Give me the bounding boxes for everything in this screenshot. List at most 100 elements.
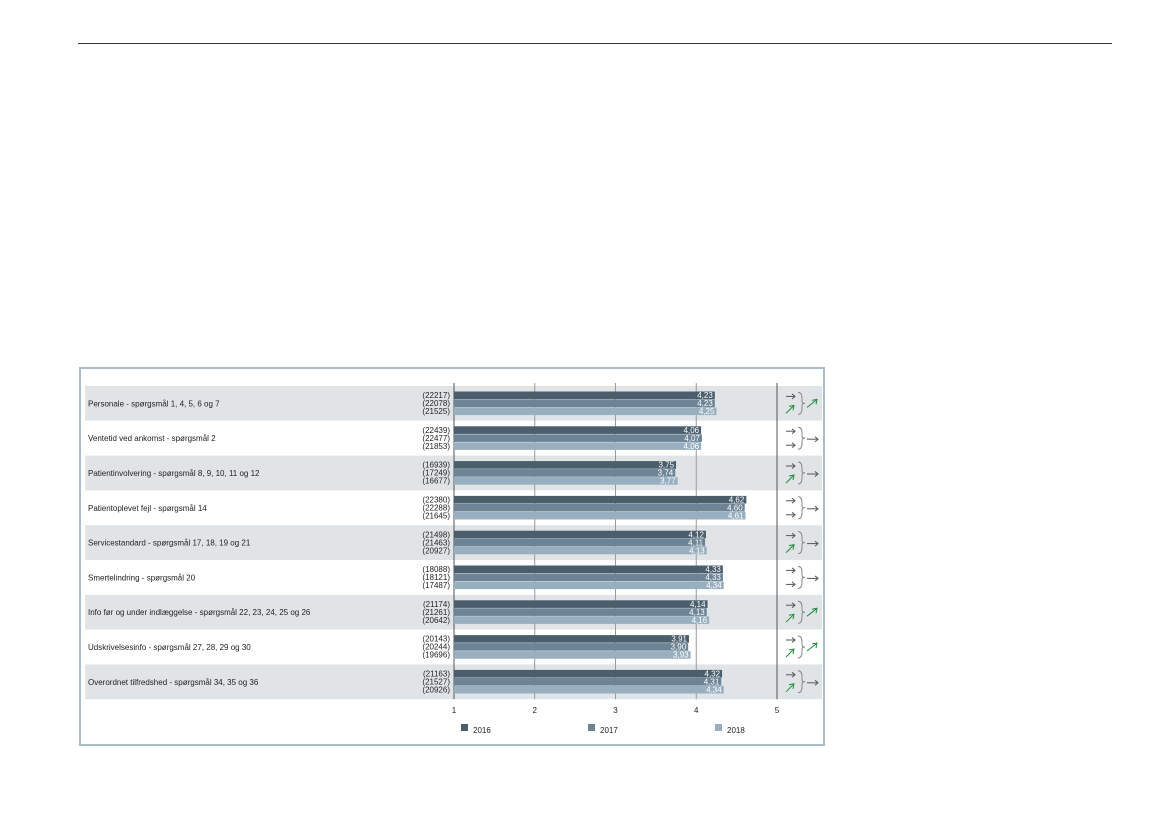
respondent-count: (22380) [422,496,450,505]
brace-icon [797,670,806,694]
bar [454,511,746,520]
respondent-count: (17487) [422,581,450,590]
category-label: Servicestandard - spørgsmål 17, 18, 19 o… [88,539,251,548]
bar [454,442,702,450]
category-label: Patientinvolvering - spørgsmål 8, 9, 10,… [88,469,260,478]
legend-label: 2017 [600,726,618,735]
trend-up-icon [785,649,794,658]
x-axis-ticks: 1 2 3 4 5 [452,706,780,715]
respondent-count: (20926) [422,686,450,695]
bar [454,434,702,442]
bar [454,530,706,539]
respondent-count: (21463) [422,538,450,547]
bar-value-label: 4,23 [697,391,713,400]
category-label: Patientoplevet fejl - spørgsmål 14 [88,504,207,513]
bar-value-label: 4,06 [684,426,700,435]
bar [454,616,710,624]
respondent-count: (22477) [422,434,450,443]
brace-icon [797,531,806,555]
brace-icon [797,565,806,589]
trend-up-icon [785,545,794,553]
trend-flat-icon [791,511,796,518]
bar [454,677,722,686]
bar [454,685,724,694]
bar-value-label: 4,25 [699,407,715,416]
trend-column [785,391,819,694]
category-label: Ventetid ved ankomst - spørgsmål 2 [88,434,216,443]
respondent-count: (17249) [422,469,450,478]
bar-value-label: 4,60 [727,504,743,513]
bar-value-label: 4,34 [706,686,722,695]
bar [454,399,715,408]
respondent-count: (22078) [422,399,450,408]
bar-value-label: 4,34 [706,581,722,590]
brace-icon [797,426,806,450]
x-tick-label: 1 [452,706,457,715]
trend-up-icon [806,608,817,617]
trend-flat-icon [791,671,796,678]
respondent-count: (22439) [422,426,450,435]
bar [454,495,747,504]
trend-up-icon [806,643,817,652]
trend-flat-icon [791,497,796,504]
brace-icon [797,391,806,415]
brace-icon [797,635,806,659]
bar-value-label: 4,06 [684,442,700,451]
brace-icon [797,600,806,624]
respondent-count: (18121) [422,573,450,582]
category-labels: Personale - spørgsmål 1, 4, 5, 6 og 7 (22… [88,391,450,694]
header-rule [78,43,1112,44]
bar-value-label: 3,77 [660,477,676,486]
category-label: Personale - spørgsmål 1, 4, 5, 6 og 7 [88,399,220,408]
bar [454,669,723,678]
bar-value-label: 4,33 [705,565,721,574]
bar [454,565,723,574]
trend-up-icon [785,406,794,414]
bar-value-label: 4,61 [728,512,744,521]
respondent-count: (21853) [422,442,450,451]
respondent-count: (21527) [422,678,450,687]
legend: 2016 2017 2018 [461,724,745,735]
respondent-count: (20642) [422,616,450,625]
bar [454,503,745,512]
respondent-count: (19696) [422,651,450,660]
bar-value-label: 3,90 [671,643,687,652]
trend-flat-icon [814,505,819,512]
trend-up-icon [785,614,794,623]
category-label: Overordnet tilfredshed - spørgsmål 34, 3… [88,678,259,687]
bar [454,391,715,400]
legend-swatch [588,724,595,731]
bar-value-label: 4,62 [729,496,745,505]
x-tick-label: 3 [613,706,618,715]
x-tick-label: 2 [533,706,538,715]
bar-value-label: 4,11 [688,538,704,547]
bar [454,608,707,616]
respondent-count: (21261) [422,608,450,617]
trend-up-icon [788,543,795,550]
trend-flat-icon [791,393,796,400]
category-label: Udskrivelsesinfo - spørgsmål 27, 28, 29 … [88,643,251,652]
respondent-count: (22288) [422,504,450,513]
trend-flat-icon [791,428,796,435]
brace-icon [797,496,806,520]
bar-value-label: 4,12 [688,530,704,539]
bar-value-label: 3,91 [671,635,687,644]
respondent-count: (16677) [422,477,450,486]
trend-up-icon [788,404,795,411]
bar [454,546,707,555]
respondent-count: (21174) [423,600,450,609]
category-label: Info før og under indlæggelse - spørgsmå… [88,608,311,617]
respondent-count: (21163) [423,670,450,679]
bar [454,635,689,643]
bars: 4,234,234,254,064,074,063,753,743,774,62… [454,391,747,695]
bar-value-label: 4,32 [705,670,721,679]
bar-value-label: 4,07 [684,434,700,443]
respondent-count: (20143) [422,635,450,644]
bar-value-label: 4,13 [689,546,705,555]
bar-value-label: 3,74 [658,469,674,478]
respondent-count: (16939) [422,461,450,470]
respondent-count: (21525) [422,407,450,416]
trend-flat-icon [791,463,796,469]
brace-icon [797,461,806,485]
